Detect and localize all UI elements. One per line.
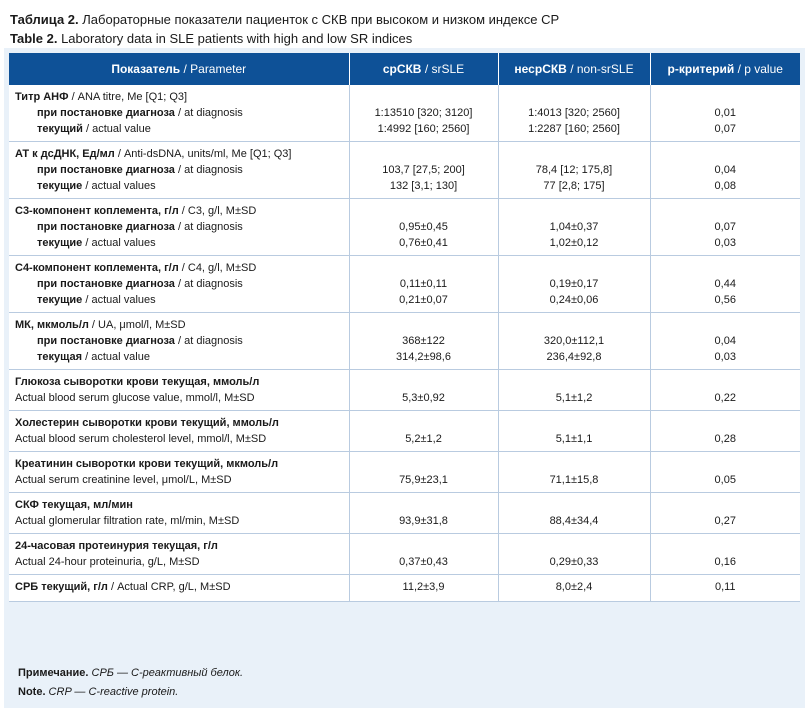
lab-data-table: Показатель / Parameter срСКВ / srSLE нес… — [9, 53, 800, 602]
param-cell: СРБ текущий, г/л / Actual CRP, g/L, M±SD — [9, 574, 350, 602]
p-value-cell: 0,01 0,07 — [650, 85, 800, 142]
table-row: Холестерин сыворотки крови текущий, ммол… — [9, 410, 800, 452]
table-row: АТ к дсДНК, Ед/мл / Anti-dsDNA, units/ml… — [9, 141, 800, 199]
param-cell: СКФ текущая, мл/мин Actual glomerular fil… — [9, 492, 350, 534]
non-srsle-cell: 5,1±1,1 — [498, 410, 651, 452]
non-srsle-cell: 0,29±0,33 — [498, 533, 651, 575]
p-value-cell: 0,22 — [650, 369, 800, 411]
param-cell: С4-компонент коплемента, г/л / C4, g/l, … — [9, 255, 350, 313]
param-cell: Креатинин сыворотки крови текущий, мкмол… — [9, 451, 350, 493]
table-row: С3-компонент коплемента, г/л / C3, g/l, … — [9, 198, 800, 256]
non-srsle-cell: 8,0±2,4 — [498, 574, 651, 602]
p-value-cell: 0,05 — [650, 451, 800, 493]
table-row: Глюкоза сыворотки крови текущая, ммоль/л… — [9, 369, 800, 411]
non-srsle-cell: 1,04±0,37 1,02±0,12 — [498, 198, 651, 256]
srsle-cell: 1:13510 [320; 3120] 1:4992 [160; 2560] — [349, 85, 499, 142]
p-value-cell: 0,07 0,03 — [650, 198, 800, 256]
param-cell: С3-компонент коплемента, г/л / C3, g/l, … — [9, 198, 350, 256]
table-row: СРБ текущий, г/л / Actual CRP, g/L, M±SD… — [9, 574, 800, 602]
p-value-cell: 0,11 — [650, 574, 800, 602]
p-value-cell: 0,04 0,03 — [650, 312, 800, 370]
non-srsle-cell: 78,4 [12; 175,8] 77 [2,8; 175] — [498, 141, 651, 199]
header-srsle: срСКВ / srSLE — [349, 53, 499, 85]
table-header-row: Показатель / Parameter срСКВ / srSLE нес… — [9, 53, 800, 85]
srsle-cell: 75,9±23,1 — [349, 451, 499, 493]
srsle-cell: 5,3±0,92 — [349, 369, 499, 411]
param-cell: Титр АНФ / ANA titre, Me [Q1; Q3] при по… — [9, 85, 350, 142]
header-non-srsle: несрСКВ / non-srSLE — [498, 53, 651, 85]
note-en: Note. CRP — C-reactive protein. — [18, 686, 179, 698]
param-cell: МК, мкмоль/л / UA, μmol/l, M±SD при пост… — [9, 312, 350, 370]
param-cell: 24-часовая протеинурия текущая, г/л Actua… — [9, 533, 350, 575]
table-row: МК, мкмоль/л / UA, μmol/l, M±SD при пост… — [9, 312, 800, 370]
p-value-cell: 0,28 — [650, 410, 800, 452]
table-row: Титр АНФ / ANA titre, Me [Q1; Q3] при по… — [9, 85, 800, 142]
non-srsle-cell: 71,1±15,8 — [498, 451, 651, 493]
header-p-value: p-критерий / p value — [650, 53, 800, 85]
param-cell: Глюкоза сыворотки крови текущая, ммоль/л… — [9, 369, 350, 411]
non-srsle-cell: 88,4±34,4 — [498, 492, 651, 534]
header-parameter: Показатель / Parameter — [9, 53, 350, 85]
srsle-cell: 0,95±0,45 0,76±0,41 — [349, 198, 499, 256]
non-srsle-cell: 1:4013 [320; 2560] 1:2287 [160; 2560] — [498, 85, 651, 142]
non-srsle-cell: 5,1±1,2 — [498, 369, 651, 411]
param-cell: АТ к дсДНК, Ед/мл / Anti-dsDNA, units/ml… — [9, 141, 350, 199]
p-value-cell: 0,27 — [650, 492, 800, 534]
table-title-ru: Таблица 2. Лабораторные показатели пацие… — [10, 12, 560, 27]
srsle-cell: 93,9±31,8 — [349, 492, 499, 534]
p-value-cell: 0,16 — [650, 533, 800, 575]
srsle-cell: 103,7 [27,5; 200] 132 [3,1; 130] — [349, 141, 499, 199]
table-title-en: Table 2. Laboratory data in SLE patients… — [10, 31, 413, 46]
table-row: СКФ текущая, мл/мин Actual glomerular fil… — [9, 492, 800, 534]
srsle-cell: 11,2±3,9 — [349, 574, 499, 602]
srsle-cell: 0,37±0,43 — [349, 533, 499, 575]
non-srsle-cell: 0,19±0,17 0,24±0,06 — [498, 255, 651, 313]
srsle-cell: 368±122 314,2±98,6 — [349, 312, 499, 370]
srsle-cell: 0,11±0,11 0,21±0,07 — [349, 255, 499, 313]
p-value-cell: 0,04 0,08 — [650, 141, 800, 199]
srsle-cell: 5,2±1,2 — [349, 410, 499, 452]
table-row: 24-часовая протеинурия текущая, г/л Actua… — [9, 533, 800, 575]
non-srsle-cell: 320,0±112,1 236,4±92,8 — [498, 312, 651, 370]
note-ru: Примечание. СРБ — С-реактивный белок. — [18, 667, 244, 679]
param-cell: Холестерин сыворотки крови текущий, ммол… — [9, 410, 350, 452]
p-value-cell: 0,44 0,56 — [650, 255, 800, 313]
table-row: С4-компонент коплемента, г/л / C4, g/l, … — [9, 255, 800, 313]
table-row: Креатинин сыворотки крови текущий, мкмол… — [9, 451, 800, 493]
